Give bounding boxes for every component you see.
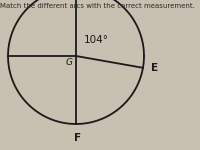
Text: F: F <box>74 133 82 143</box>
Text: Match the different arcs with the correct measurement.: Match the different arcs with the correc… <box>0 3 195 9</box>
Text: E: E <box>151 63 159 73</box>
Text: 104°: 104° <box>84 35 108 45</box>
Text: G: G <box>66 57 72 66</box>
